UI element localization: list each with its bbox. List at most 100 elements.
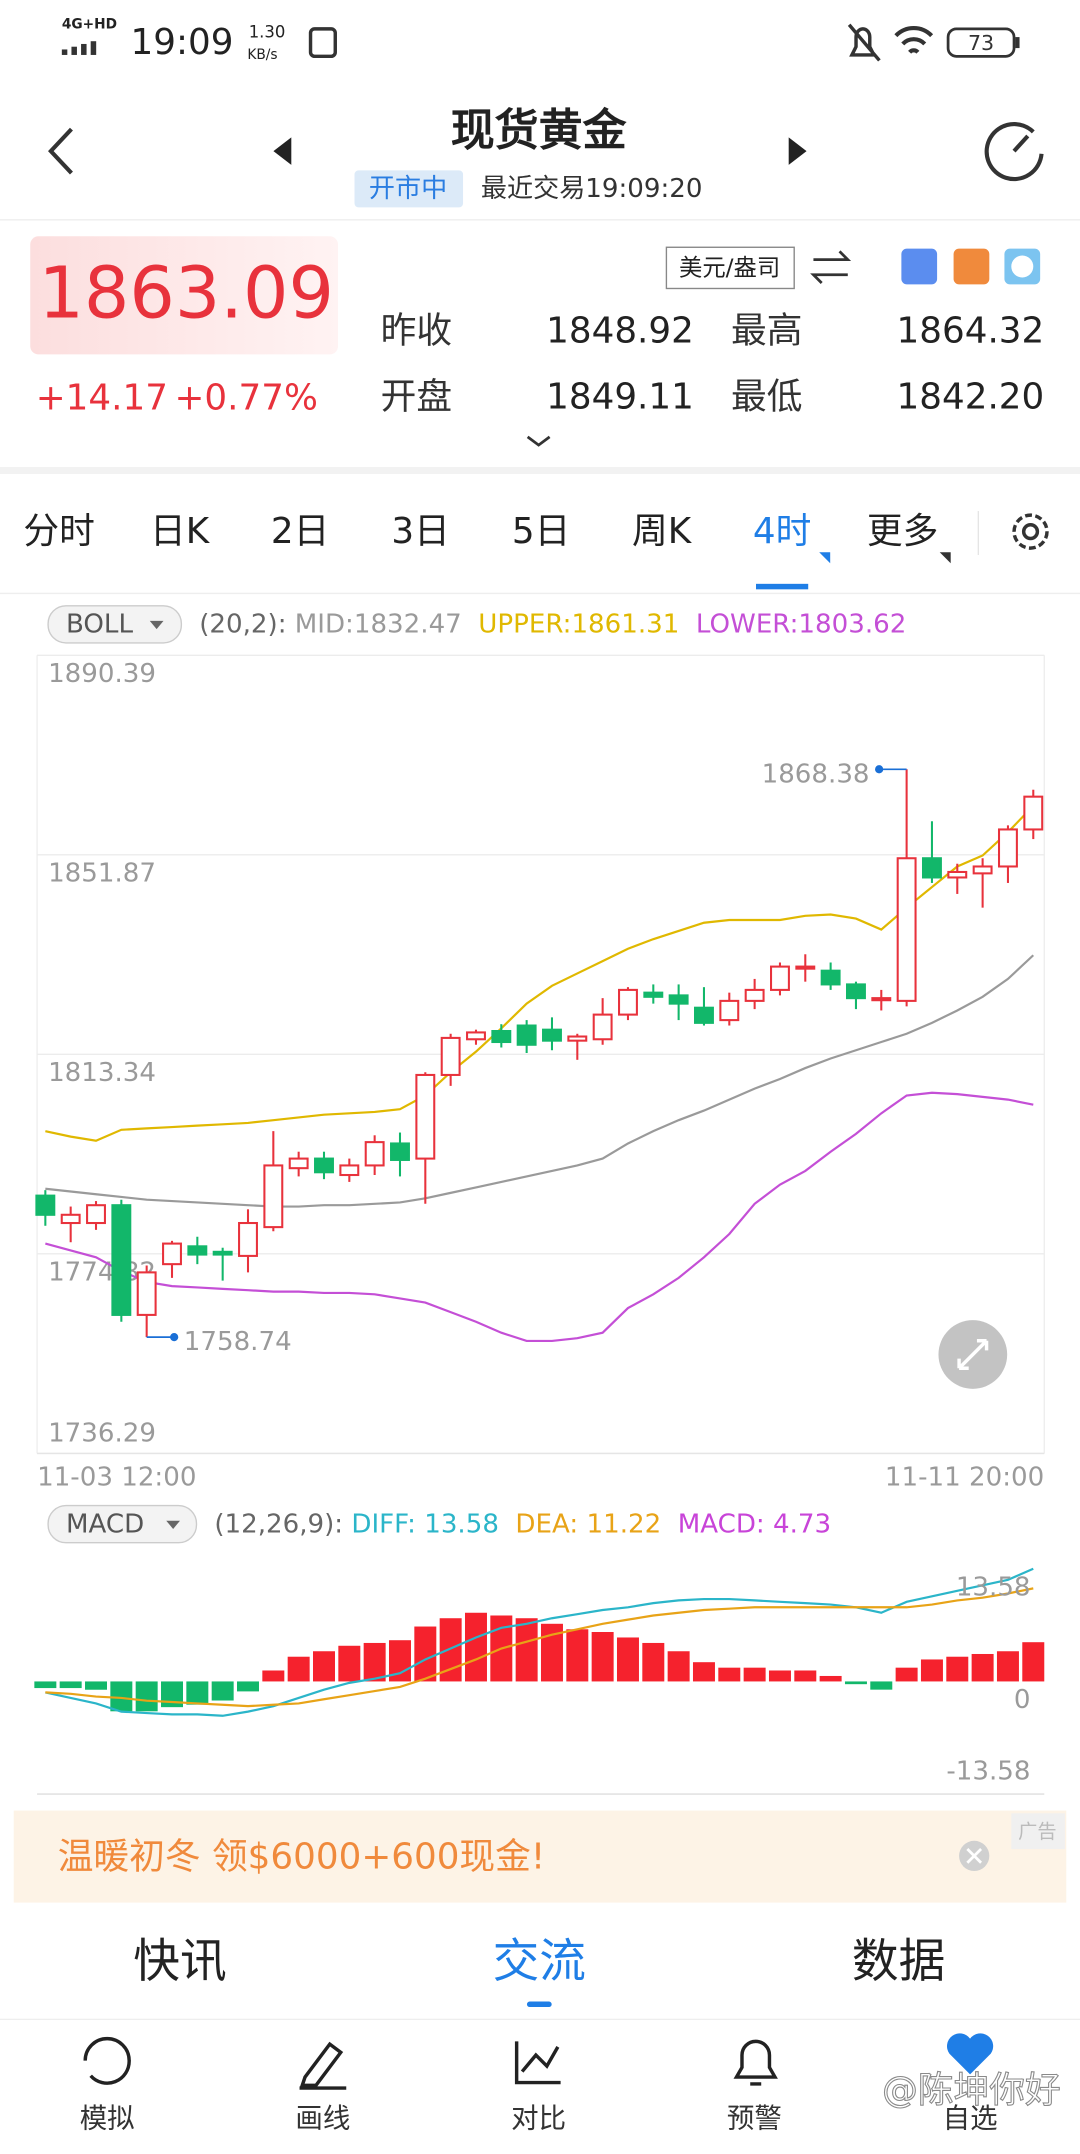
back-button[interactable] <box>48 127 73 175</box>
candle-body <box>668 994 689 1005</box>
unit-box[interactable] <box>665 246 795 290</box>
period-tab[interactable]: 4时 <box>753 511 811 552</box>
extreme-dot <box>875 765 884 774</box>
legend-entry: DIFF: 13.58 <box>351 1509 499 1539</box>
tool-icon[interactable] <box>953 248 990 285</box>
market-status: 开市中 <box>369 174 447 204</box>
refresh-button[interactable] <box>984 122 1044 182</box>
candle-body <box>466 1031 486 1041</box>
section-tab[interactable]: 数据 <box>852 1935 945 1989</box>
candle-body <box>263 1164 284 1229</box>
macd-bar <box>819 1675 842 1682</box>
fullscreen-glyph <box>957 1339 989 1370</box>
indicator-params: (20,2): <box>199 610 286 640</box>
quote-label: 最高 <box>731 310 802 351</box>
macd-bar <box>718 1667 741 1682</box>
unit[interactable]: 美元/盎司 <box>679 254 780 282</box>
battery <box>946 27 1016 58</box>
last-trade: 最近交易19:09:20 <box>481 174 703 204</box>
candle-body <box>795 965 816 970</box>
candle-body <box>997 828 1018 868</box>
prev-button[interactable] <box>273 137 292 165</box>
candle-body <box>35 1194 56 1216</box>
divider <box>0 467 1080 474</box>
boll-line <box>45 1091 1034 1343</box>
nav-label[interactable]: 对比 <box>511 2104 566 2135</box>
candle-body <box>111 1204 132 1316</box>
macd-bar <box>414 1626 437 1682</box>
candle-body <box>314 1157 334 1174</box>
candle-body <box>845 983 866 1000</box>
macd-line <box>45 1587 1034 1708</box>
macd-bar <box>566 1629 589 1682</box>
candle-body <box>238 1221 258 1257</box>
legend-entry: MACD: 4.73 <box>678 1509 831 1539</box>
page-title: 现货黄金 <box>451 105 628 156</box>
candle-body <box>415 1073 436 1160</box>
network: 4G+HD <box>62 17 117 33</box>
ad-tag: 广告 <box>1018 1820 1056 1843</box>
period-tab[interactable]: 更多 <box>867 511 938 552</box>
network-speed-unit: KB/s <box>247 47 277 63</box>
nav-label[interactable]: 预警 <box>727 2104 782 2135</box>
macd-bar <box>1022 1642 1045 1682</box>
quote-value: 1849.11 <box>546 376 694 417</box>
nav-label[interactable]: 画线 <box>295 2104 350 2135</box>
nav-icon <box>947 2033 994 2075</box>
section-tab[interactable]: 交流 <box>493 1935 586 1989</box>
candle-body <box>339 1164 360 1177</box>
candle-body <box>592 1013 613 1041</box>
battery-level: 73 <box>968 31 994 55</box>
period-tab[interactable]: 3日 <box>391 511 449 552</box>
period-tab[interactable]: 分时 <box>23 511 94 552</box>
ad-text[interactable]: 温暖初冬 领$6000+600现金! <box>58 1837 545 1878</box>
nav-label[interactable]: 模拟 <box>80 2104 135 2135</box>
candle-body <box>618 988 638 1016</box>
next-button[interactable] <box>788 137 807 165</box>
tool-icon[interactable] <box>901 248 938 285</box>
macd-bar <box>768 1670 791 1682</box>
ad-close[interactable] <box>959 1840 990 1872</box>
candle-body <box>896 857 917 1002</box>
ad-banner[interactable] <box>13 1810 1067 1903</box>
period-tab[interactable]: 日K <box>150 511 211 552</box>
macd-bar <box>110 1681 133 1712</box>
y-tick-label: 13.58 <box>956 1573 1031 1603</box>
y-tick-label: 0 <box>1014 1685 1031 1715</box>
x-tick-label: 11-03 12:00 <box>37 1463 196 1493</box>
candle-body <box>871 997 892 1002</box>
period-tab[interactable]: 2日 <box>271 511 329 552</box>
macd-bar <box>85 1681 107 1690</box>
indicator-select[interactable] <box>47 1504 198 1544</box>
boll-line <box>45 954 1035 1208</box>
section-indicator <box>526 2001 552 2008</box>
period-tab[interactable]: 周K <box>632 511 693 552</box>
active-tab-indicator <box>756 583 809 590</box>
legend-entry: LOWER:1803.62 <box>696 610 906 640</box>
dropdown-arrow <box>149 620 164 630</box>
swap-button[interactable] <box>810 250 852 284</box>
macd-bar <box>34 1681 57 1689</box>
legend-entry: UPPER:1861.31 <box>478 610 679 640</box>
section-tab[interactable]: 快讯 <box>133 1935 226 1989</box>
indicator-name[interactable]: BOLL <box>66 610 134 640</box>
macd-bar <box>211 1681 234 1701</box>
change: +14.17 <box>36 378 168 419</box>
nav-label[interactable]: 自选 <box>943 2104 998 2135</box>
macd-bar <box>338 1645 361 1682</box>
macd-bar <box>971 1653 994 1682</box>
candle-body <box>60 1213 81 1225</box>
candle-body <box>390 1142 410 1161</box>
candle-body <box>643 991 664 998</box>
macd-bar <box>464 1612 487 1682</box>
indicator-name[interactable]: MACD <box>66 1509 144 1539</box>
indicator-select[interactable] <box>47 605 183 644</box>
extreme-label: 1868.38 <box>762 759 870 789</box>
candle-body <box>947 870 968 879</box>
expand-chevron[interactable] <box>526 435 551 447</box>
signal-bar <box>61 49 68 55</box>
macd-bar <box>540 1623 563 1682</box>
period-tab[interactable]: 5日 <box>512 511 570 552</box>
